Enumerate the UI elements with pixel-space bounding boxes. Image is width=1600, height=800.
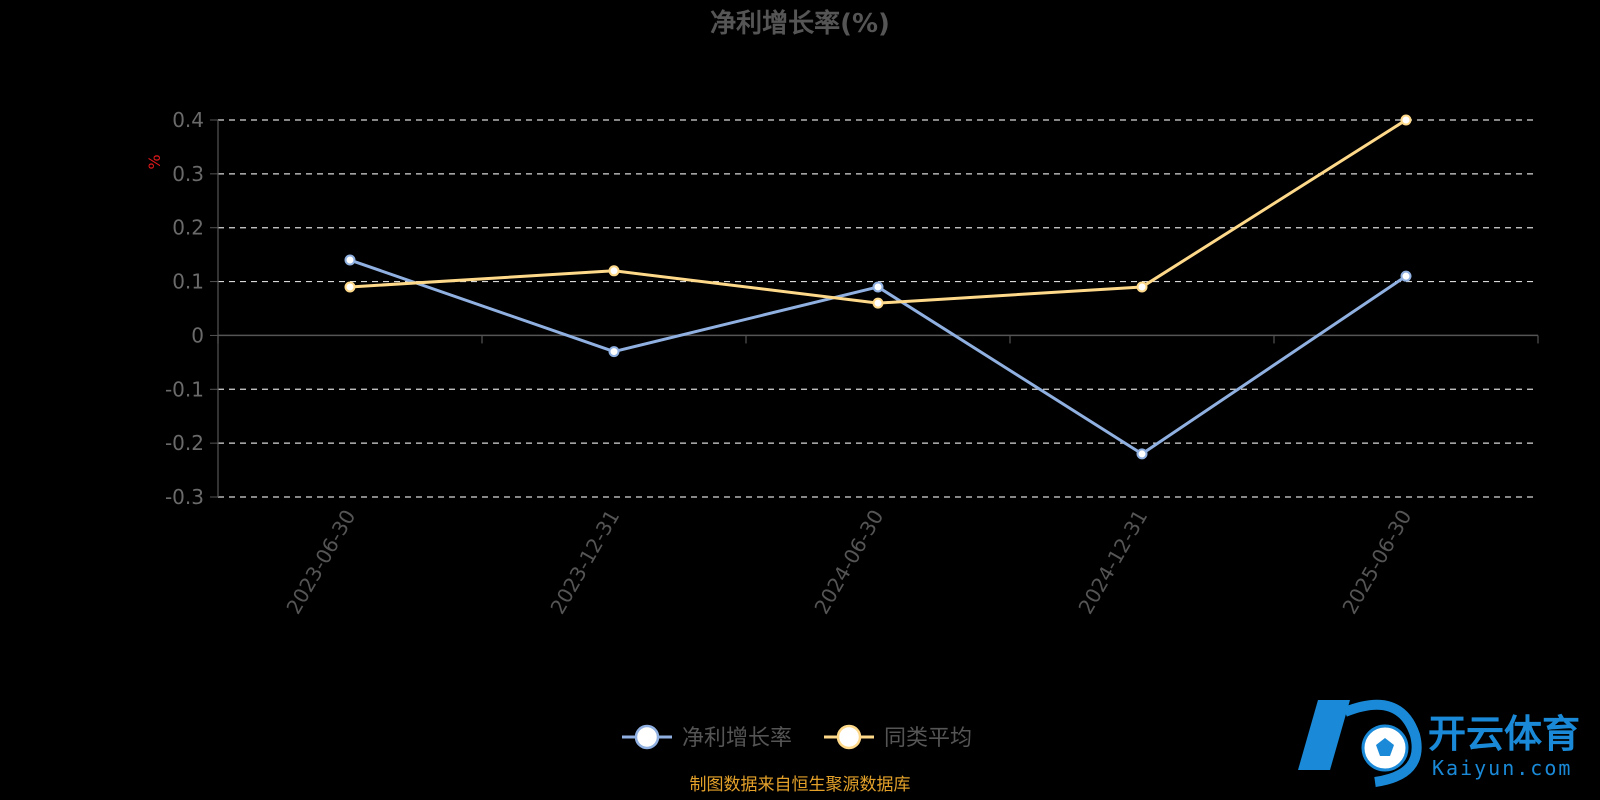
y-tick-label: -0.3 bbox=[165, 485, 204, 509]
data-point[interactable] bbox=[344, 254, 356, 266]
legend-item[interactable]: 净利增长率 bbox=[622, 724, 792, 751]
series-group bbox=[344, 114, 1412, 460]
y-tick-label: 0.4 bbox=[172, 108, 204, 132]
kaiyun-logo-icon bbox=[1298, 699, 1422, 787]
watermark: 开云体育 Kaiyun.com bbox=[1298, 699, 1580, 787]
legend-marker bbox=[836, 724, 862, 750]
watermark-brand-en: Kaiyun.com bbox=[1432, 756, 1572, 780]
data-point[interactable] bbox=[1400, 270, 1412, 282]
watermark-brand-cn: 开云体育 bbox=[1428, 712, 1580, 756]
y-tick-label: 0.1 bbox=[172, 270, 204, 294]
x-tick-label: 2023-12-31 bbox=[545, 506, 624, 619]
x-axis-ticks: 2023-06-30 2023-12-31 2024-06-30 2024-12-31… bbox=[281, 506, 1416, 619]
x-tick-label: 2024-12-31 bbox=[1073, 506, 1152, 619]
series-1 bbox=[344, 254, 1412, 460]
y-tick-label: 0.2 bbox=[172, 216, 204, 240]
y-tick-label: 0 bbox=[191, 323, 204, 347]
data-point[interactable] bbox=[872, 281, 884, 293]
legend-marker bbox=[634, 724, 660, 750]
y-tick-label: -0.2 bbox=[165, 431, 204, 455]
data-point[interactable] bbox=[608, 346, 620, 358]
x-tick-label: 2025-06-30 bbox=[1337, 506, 1416, 619]
series-line bbox=[349, 118, 1407, 305]
data-point[interactable] bbox=[344, 281, 356, 293]
y-tick-label: 0.3 bbox=[172, 162, 204, 186]
legend-label: 净利增长率 bbox=[682, 726, 792, 751]
legend[interactable]: 净利增长率 同类平均 bbox=[622, 724, 972, 751]
data-point[interactable] bbox=[1136, 448, 1148, 460]
series-2 bbox=[344, 114, 1412, 309]
data-point[interactable] bbox=[872, 297, 884, 309]
x-tick-label: 2023-06-30 bbox=[281, 506, 360, 619]
chart-title: 净利增长率(%) bbox=[710, 8, 890, 39]
data-source-note: 制图数据来自恒生聚源数据库 bbox=[690, 775, 911, 795]
data-point[interactable] bbox=[1400, 114, 1412, 126]
legend-label: 同类平均 bbox=[884, 726, 972, 751]
legend-item[interactable]: 同类平均 bbox=[824, 724, 972, 751]
y-axis-ticks: 0.4 0.3 0.2 0.1 0 -0.1 -0.2 -0.3 bbox=[165, 108, 218, 509]
data-point[interactable] bbox=[608, 265, 620, 277]
data-point[interactable] bbox=[1136, 281, 1148, 293]
x-tick-label: 2024-06-30 bbox=[809, 506, 888, 619]
y-axis-unit-label: % bbox=[145, 154, 164, 169]
y-tick-label: -0.1 bbox=[165, 377, 204, 401]
